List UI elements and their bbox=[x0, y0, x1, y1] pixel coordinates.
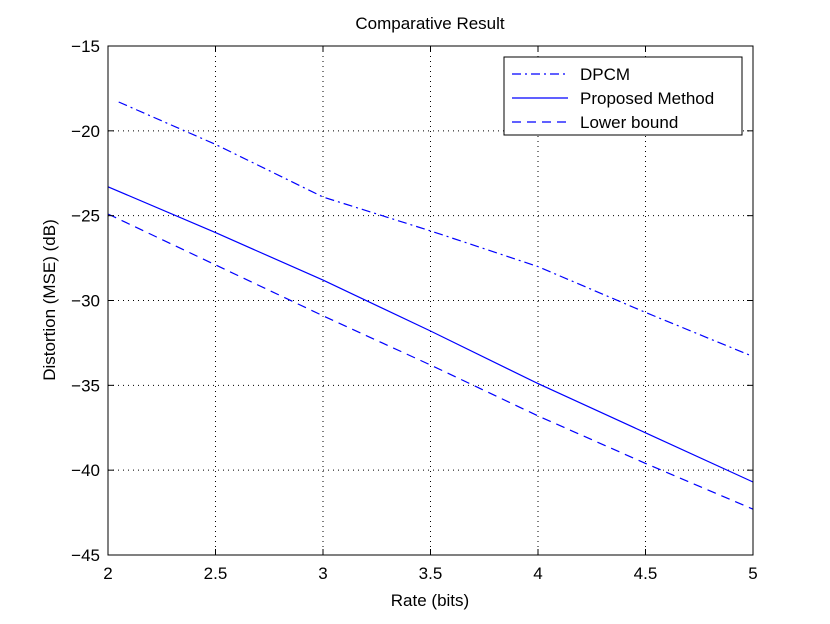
y-tick-label: −15 bbox=[71, 37, 100, 56]
y-tick-label: −30 bbox=[71, 292, 100, 311]
x-tick-label: 3.5 bbox=[419, 564, 443, 583]
x-tick-label: 2.5 bbox=[204, 564, 228, 583]
legend-entry-label: DPCM bbox=[580, 65, 630, 84]
axis-ticks: 2 2.5 3 3.5 4 4.5 5 −15 −20 −25 −30 −35 −40 −45 bbox=[71, 37, 758, 583]
series-line-dpcm bbox=[118, 101, 754, 358]
x-tick-label: 2 bbox=[103, 564, 112, 583]
y-tick-label: −20 bbox=[71, 122, 100, 141]
x-tick-label: 4.5 bbox=[634, 564, 658, 583]
series-line-lower-bound bbox=[107, 213, 754, 510]
y-axis-label: Distortion (MSE) (dB) bbox=[40, 219, 59, 381]
series-line-proposed-method bbox=[107, 186, 754, 483]
y-tick-label: −35 bbox=[71, 376, 100, 395]
legend-entry-label: Lower bound bbox=[580, 113, 678, 132]
y-tick-label: −45 bbox=[71, 546, 100, 565]
legend-entry-label: Proposed Method bbox=[580, 89, 714, 108]
legend: DPCM Proposed Method Lower bound bbox=[503, 56, 743, 136]
x-axis-label: Rate (bits) bbox=[391, 591, 469, 610]
series-lines bbox=[107, 101, 754, 510]
x-tick-label: 4 bbox=[533, 564, 542, 583]
y-tick-label: −40 bbox=[71, 461, 100, 480]
x-tick-label: 3 bbox=[318, 564, 327, 583]
y-tick-label: −25 bbox=[71, 207, 100, 226]
x-tick-label: 5 bbox=[748, 564, 757, 583]
chart-title: Comparative Result bbox=[355, 14, 505, 33]
